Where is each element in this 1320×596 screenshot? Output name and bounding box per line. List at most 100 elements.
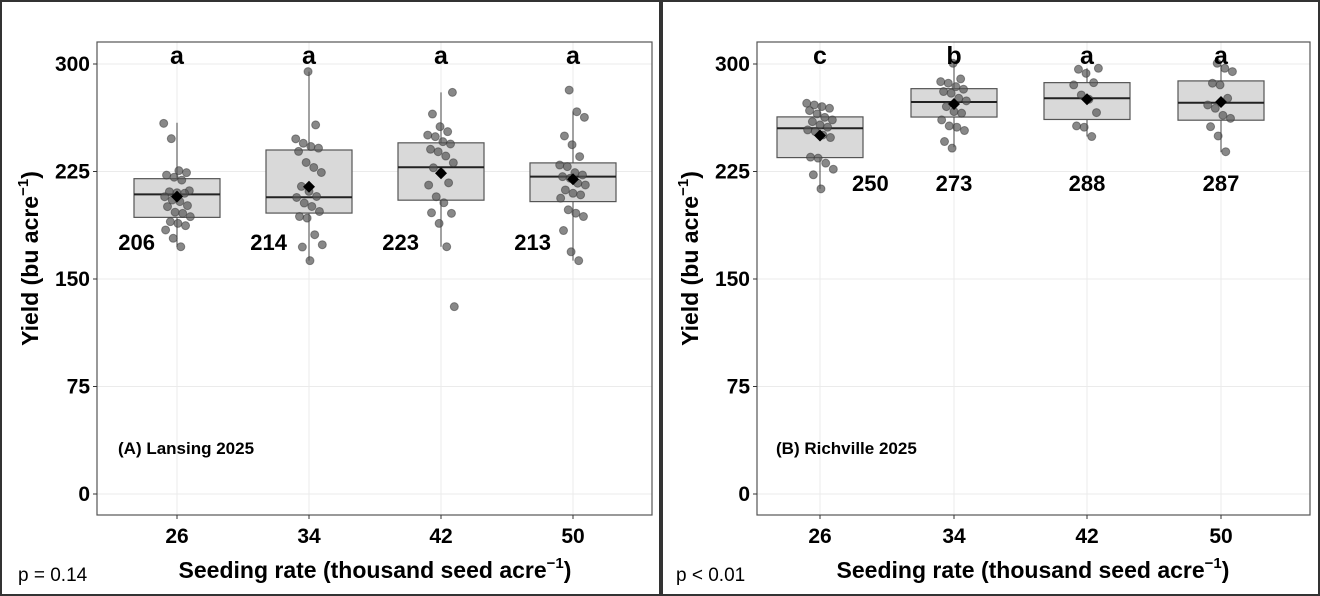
data-point <box>181 221 191 231</box>
data-point <box>817 102 827 112</box>
panel-border <box>661 0 1320 596</box>
data-point <box>1220 63 1230 73</box>
data-point <box>303 67 313 77</box>
box-group-42: a 288 <box>1043 42 1131 196</box>
data-point <box>443 127 453 137</box>
panel-title: (B) Richville 2025 <box>776 439 917 458</box>
data-point <box>1092 108 1101 118</box>
data-point <box>821 158 831 168</box>
data-point <box>941 102 951 112</box>
data-point <box>944 121 954 131</box>
data-point <box>427 109 437 119</box>
significance-letter: b <box>946 42 961 70</box>
data-point <box>161 225 171 235</box>
data-point <box>946 88 956 98</box>
data-point <box>580 180 590 190</box>
data-point <box>316 168 326 178</box>
box-group-34: b 273 <box>910 42 998 196</box>
data-point <box>299 198 309 208</box>
mean-marker <box>948 97 960 110</box>
x-tick-label: 50 <box>1209 525 1232 548</box>
data-point <box>956 74 966 84</box>
x-tick-label: 34 <box>942 525 966 548</box>
data-point <box>957 108 967 118</box>
mean-label: 288 <box>1069 171 1106 196</box>
data-point <box>563 205 573 215</box>
data-point <box>803 125 813 135</box>
data-point <box>936 77 946 87</box>
data-point <box>295 212 304 222</box>
p-value: p = 0.14 <box>18 565 88 586</box>
data-point <box>578 170 587 180</box>
y-axis-title: Yield (bu acre−1) <box>675 171 703 346</box>
y-axis-title-close: ) <box>17 171 43 179</box>
data-point <box>961 96 971 106</box>
data-point <box>1227 67 1237 77</box>
x-axis-title: Seeding rate (thousand seed acre−1) <box>179 555 572 583</box>
data-point <box>568 188 578 198</box>
mean-marker <box>814 129 826 142</box>
panel-a: 0 75 150 225 300 26 34 42 50 Seeding rate (thousa… <box>0 0 661 596</box>
data-point <box>435 122 445 132</box>
x-tick-label: 50 <box>561 525 584 548</box>
data-point <box>431 192 441 202</box>
data-point <box>571 208 581 218</box>
data-point <box>297 242 307 252</box>
significance-letter: a <box>566 42 581 70</box>
data-point <box>813 153 823 163</box>
data-point <box>559 131 569 141</box>
data-point <box>555 160 565 170</box>
y-tick-label: 0 <box>78 483 90 506</box>
data-point <box>444 178 454 188</box>
data-point <box>939 87 949 97</box>
significance-letter: a <box>170 42 185 70</box>
mean-label: 206 <box>118 230 155 255</box>
box-group-50: a 213 <box>514 42 617 266</box>
y-tick-label: 300 <box>55 53 90 76</box>
x-axis-title: Seeding rate (thousand seed acre−1) <box>837 555 1230 583</box>
y-axis-title: Yield (bu acre−1) <box>15 171 43 346</box>
panel-title: (A) Lansing 2025 <box>118 439 254 458</box>
data-point <box>178 208 188 218</box>
x-axis-title-text: Seeding rate (thousand seed acre <box>837 557 1205 583</box>
data-point <box>166 134 176 144</box>
data-point <box>808 170 818 180</box>
data-point <box>1215 80 1225 90</box>
mean-label: 213 <box>514 230 551 255</box>
data-point <box>558 172 568 182</box>
x-tick-label: 42 <box>1075 525 1098 548</box>
data-point <box>305 256 315 266</box>
panel-border <box>0 0 661 596</box>
mean-marker <box>435 167 447 180</box>
mean-marker <box>1081 93 1093 106</box>
mean-label: 223 <box>382 230 419 255</box>
p-value: p < 0.01 <box>676 565 745 586</box>
data-point <box>449 302 459 312</box>
data-point <box>442 242 452 252</box>
data-point <box>578 212 588 222</box>
data-point <box>309 162 319 172</box>
data-point <box>433 147 443 157</box>
data-point <box>564 85 574 95</box>
x-tick-label: 34 <box>297 525 321 548</box>
data-point <box>306 142 316 152</box>
data-point <box>441 151 451 161</box>
data-point <box>806 152 815 162</box>
data-point <box>302 213 312 223</box>
data-point <box>1221 147 1231 157</box>
data-point <box>807 117 817 127</box>
y-tick-label: 225 <box>55 161 90 184</box>
x-axis-title-close: ) <box>564 557 572 583</box>
y-axis-title-sup: −1 <box>675 179 692 196</box>
data-point <box>1089 78 1099 88</box>
data-point <box>1212 58 1222 68</box>
data-point <box>307 201 317 211</box>
x-tick-label: 26 <box>165 525 188 548</box>
y-tick-label: 300 <box>715 53 750 76</box>
y-tick-label: 75 <box>727 376 751 399</box>
data-point <box>291 134 301 144</box>
data-point <box>311 120 321 130</box>
data-point <box>438 137 448 147</box>
data-point <box>292 192 302 202</box>
